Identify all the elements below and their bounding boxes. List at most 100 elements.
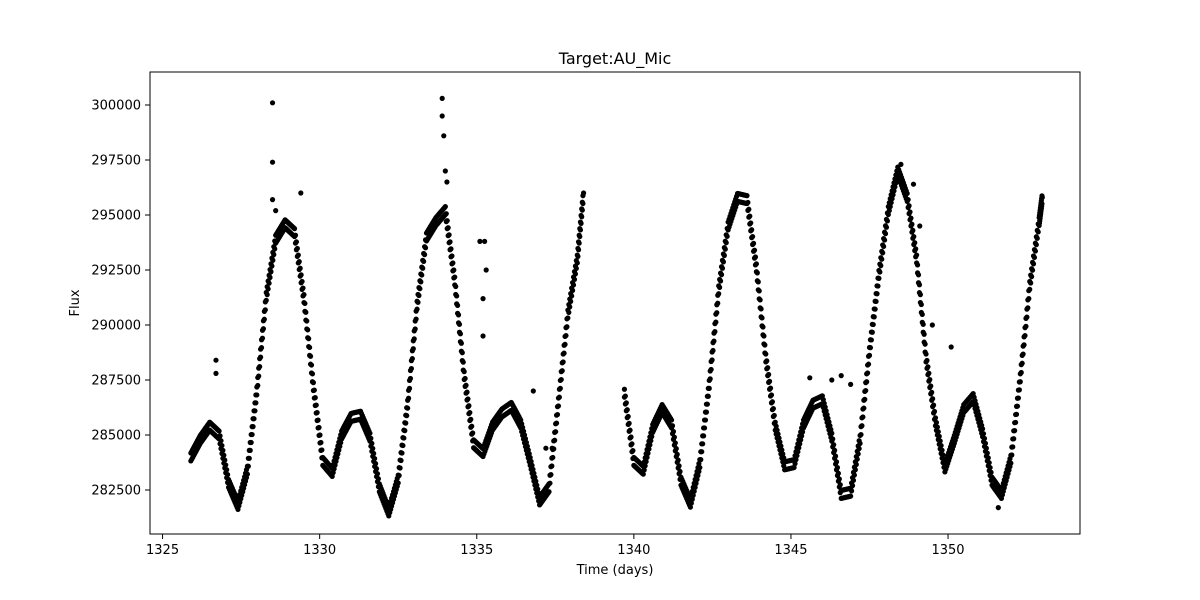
data-point [778,443,784,449]
data-point [295,252,301,258]
data-point [222,457,228,463]
data-point [296,259,302,265]
data-point [257,363,263,370]
data-point [721,252,727,259]
data-point [1025,305,1031,311]
data-point [527,454,533,461]
data-point [547,480,553,486]
data-point [411,336,417,342]
data-point [642,463,648,469]
data-point [580,190,587,196]
data-point [867,345,874,351]
data-point [914,252,920,258]
data-point [319,447,325,453]
data-point [272,246,278,252]
data-point [225,472,231,478]
data-point [375,476,382,482]
data-point [872,306,878,312]
data-point [702,417,709,423]
data-point [921,331,927,337]
data-point [936,433,942,439]
data-point [915,272,922,278]
data-point [247,447,253,453]
data-point [857,440,863,446]
data-point [924,357,930,364]
data-point [878,263,884,269]
data-point [218,438,224,444]
data-point [780,451,786,457]
data-point [306,336,312,342]
data-point [807,375,813,381]
data-point [1024,314,1030,320]
data-point [577,233,583,240]
data-point [1019,360,1025,366]
y-tick-label: 300000 [91,99,141,114]
data-point [710,347,716,354]
data-point [770,406,776,412]
data-point [715,300,721,306]
data-point [832,447,838,453]
data-point [464,389,470,395]
data-point [255,382,261,389]
data-point [461,369,467,375]
data-point [765,365,771,371]
data-point [912,240,918,246]
data-point [933,419,940,426]
chart-title: Target:AU_Mic [558,49,672,69]
data-point [855,451,861,457]
data-point [769,399,776,405]
data-point [829,430,835,436]
data-point [986,460,992,466]
data-point [922,341,928,347]
y-tick-label: 282500 [91,484,141,499]
data-point [794,453,800,459]
data-point [213,357,219,363]
data-point [315,417,321,423]
data-point [455,312,462,318]
data-point [414,306,420,312]
data-point [572,271,579,277]
data-point [704,401,710,407]
data-point [754,270,760,276]
data-point [418,279,424,285]
data-point [835,470,841,476]
data-point [885,211,891,218]
data-point [251,416,257,422]
data-point [1028,280,1034,286]
data-point [1029,274,1035,280]
data-point [918,301,924,308]
data-point [307,353,314,359]
y-tick-label: 290000 [91,319,141,334]
data-point [1012,419,1019,426]
data-point [983,445,989,451]
data-point [777,439,783,445]
data-point [535,486,541,492]
data-point [898,161,904,167]
data-point [935,429,941,435]
data-point [1027,286,1033,292]
data-point [796,445,802,451]
data-point [623,400,629,406]
data-point [417,286,423,292]
data-point [223,462,229,468]
data-point [580,200,586,207]
data-point [713,319,719,325]
data-point [404,413,410,419]
plot-frame [149,71,1081,535]
data-point [771,412,777,419]
data-point [467,409,473,416]
data-point [677,468,683,475]
data-point [838,373,844,379]
data-point [938,442,944,449]
data-point [1031,254,1038,261]
data-point [266,280,272,286]
data-point [564,324,570,330]
data-point [570,282,577,288]
data-point [939,447,945,453]
data-point [911,233,917,240]
data-point [873,298,879,305]
data-point [445,225,451,231]
data-point [444,218,450,224]
data-point [871,314,877,320]
data-point [862,396,868,402]
